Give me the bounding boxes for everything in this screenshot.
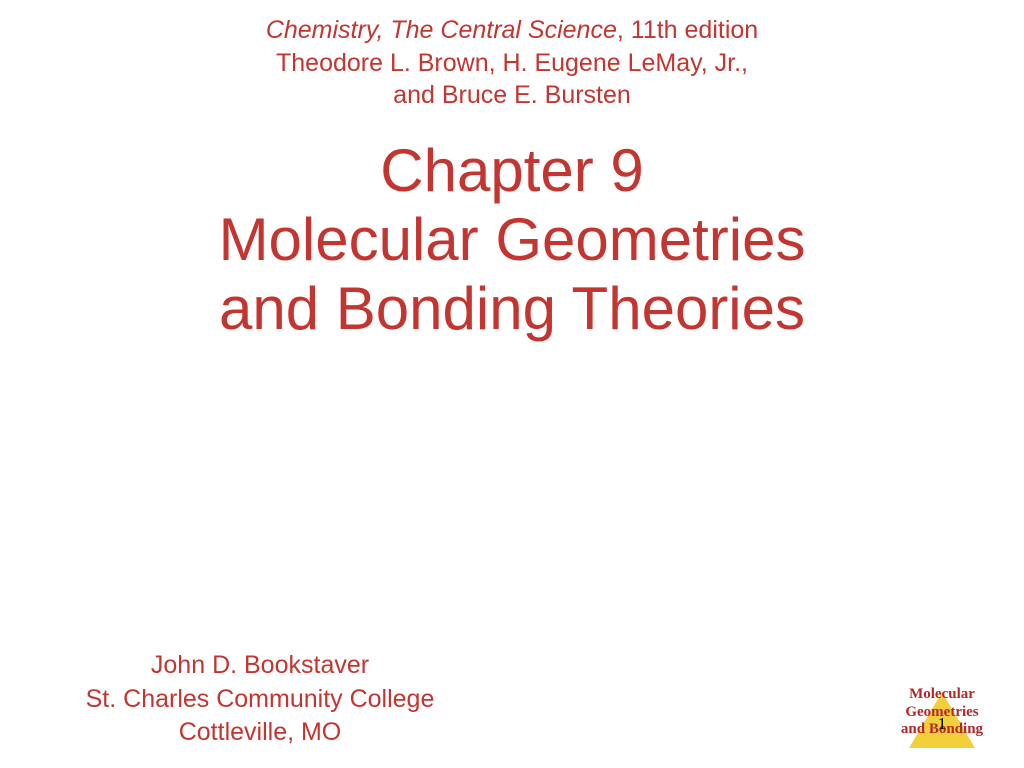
book-title: Chemistry, The Central Science [266, 16, 617, 44]
page-number: 1 [882, 714, 1002, 734]
textbook-attribution: Chemistry, The Central Science, 11th edi… [0, 0, 1024, 112]
chapter-line-2: Molecular Geometries [0, 205, 1024, 274]
book-title-line: Chemistry, The Central Science, 11th edi… [0, 14, 1024, 47]
section-badge: Molecular Geometries and Bonding 1 [882, 658, 1002, 748]
authors-line-1: Theodore L. Brown, H. Eugene LeMay, Jr., [0, 47, 1024, 80]
presenter-location: Cottleville, MO [0, 716, 520, 750]
edition-text: , 11th edition [617, 16, 758, 44]
presenter-name: John D. Bookstaver [0, 649, 520, 683]
chapter-line-1: Chapter 9 [0, 136, 1024, 205]
chapter-line-3: and Bonding Theories [0, 274, 1024, 343]
badge-line-1: Molecular [909, 686, 975, 702]
chapter-title: Chapter 9 Molecular Geometries and Bondi… [0, 136, 1024, 343]
presenter-info: John D. Bookstaver St. Charles Community… [0, 649, 520, 750]
authors-line-2: and Bruce E. Bursten [0, 79, 1024, 112]
presenter-institution: St. Charles Community College [0, 683, 520, 717]
